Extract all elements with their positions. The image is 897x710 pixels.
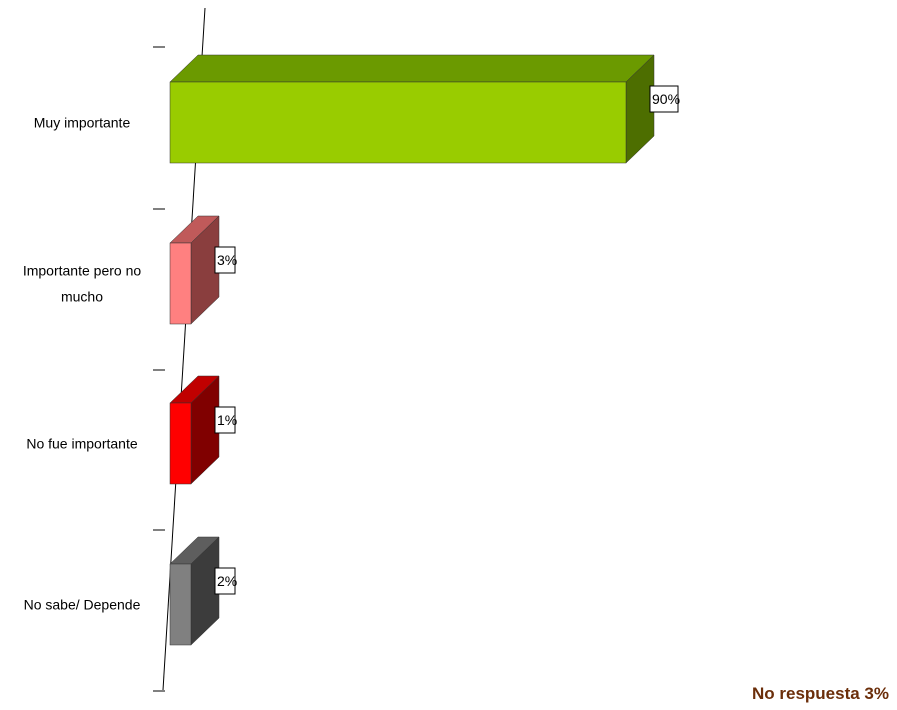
data-label: 1% [214, 406, 237, 434]
data-label-text: 1% [217, 412, 237, 428]
bar-top-face [169, 54, 655, 83]
no-response-note: No respuesta 3% [752, 684, 889, 703]
bar-front-face [169, 563, 192, 646]
data-label-text: 90% [652, 91, 680, 107]
category-label: Muy importante [34, 115, 131, 131]
category-label: No fue importante [26, 436, 137, 452]
bar-front-face [169, 81, 627, 164]
bar [169, 215, 220, 325]
data-label: 90% [649, 85, 680, 113]
data-label: 3% [214, 246, 237, 274]
bar [169, 375, 220, 485]
category-label: No sabe/ Depende [24, 597, 141, 613]
data-label-box [214, 567, 236, 595]
data-label-box [214, 406, 236, 434]
data-label-text: 3% [217, 252, 237, 268]
bars [169, 54, 655, 646]
data-label-text: 2% [217, 573, 237, 589]
data-label-box [214, 246, 236, 274]
data-label: 2% [214, 567, 237, 595]
bar-front-face [169, 402, 192, 485]
category-label: Importante pero no mucho [23, 263, 142, 305]
bar [169, 536, 220, 646]
bar-front-face [169, 242, 192, 325]
labels: 90% Muy importante 3% Importante pero no muc… [23, 85, 680, 613]
bar [169, 54, 655, 164]
data-label-box [649, 85, 679, 113]
